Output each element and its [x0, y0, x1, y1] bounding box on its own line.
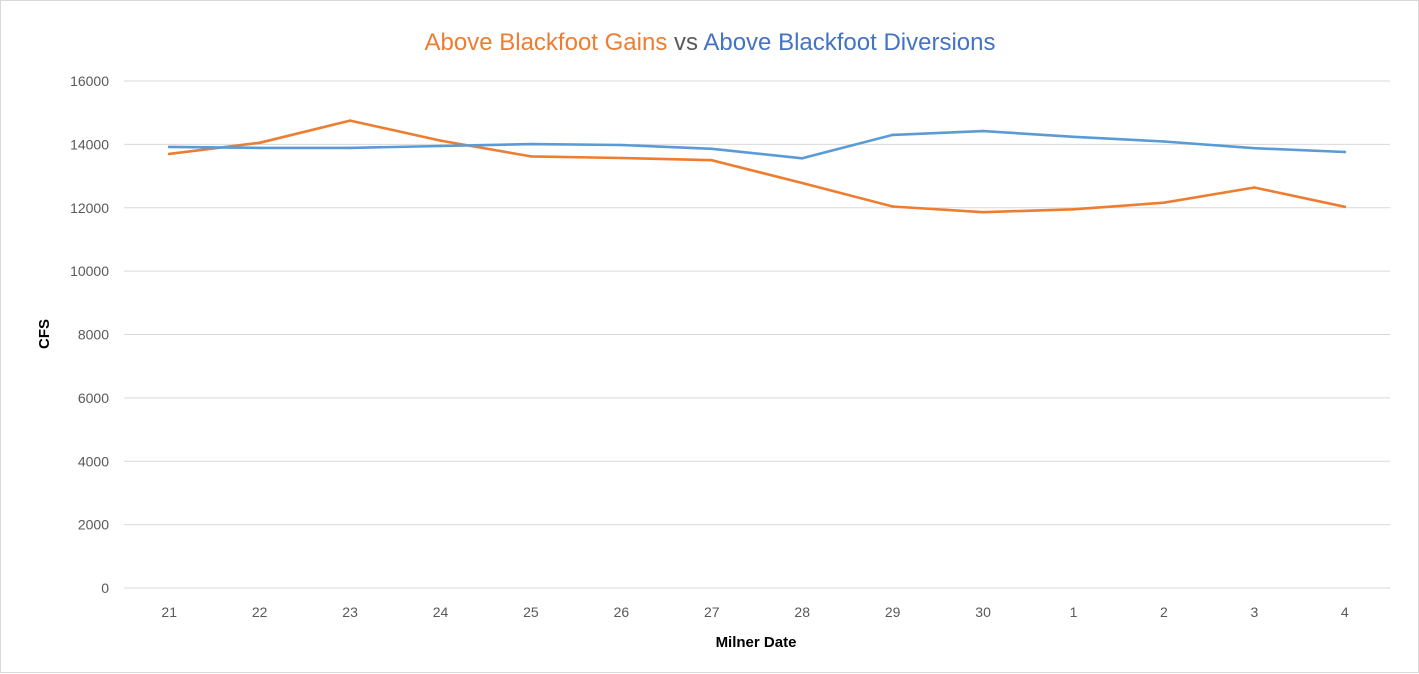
x-tick-label: 24: [433, 604, 449, 620]
y-tick-label: 12000: [70, 200, 109, 216]
data-point: [1162, 201, 1166, 204]
data-point: [710, 147, 714, 151]
x-tick-label: 29: [885, 604, 901, 620]
data-point: [529, 155, 533, 158]
x-axis-title: Milner Date: [716, 634, 797, 651]
data-point: [981, 210, 985, 214]
x-tick-label: 3: [1250, 604, 1258, 620]
y-tick-label: 10000: [70, 263, 109, 279]
x-tick-label: 27: [704, 604, 720, 620]
data-point: [891, 133, 894, 137]
data-point: [1343, 205, 1347, 209]
x-tick-label: 4: [1341, 604, 1349, 620]
title-part-gains: Above Blackfoot Gains: [425, 29, 668, 56]
y-tick-label: 8000: [78, 327, 109, 343]
data-point: [891, 205, 894, 208]
data-point: [620, 143, 623, 147]
x-tick-label: 2: [1160, 604, 1168, 620]
x-tick-label: 21: [161, 604, 177, 620]
data-point: [348, 119, 352, 122]
x-tick-label: 26: [614, 604, 630, 620]
data-point: [710, 158, 714, 162]
x-tick-label: 22: [252, 604, 268, 620]
y-tick-label: 2000: [78, 517, 109, 533]
data-point: [348, 146, 352, 150]
data-point: [1162, 140, 1166, 143]
y-axis-ticks: 0 2000 4000 6000 8000 10000 12000 14000 16000: [70, 73, 109, 596]
x-tick-label: 28: [794, 604, 810, 620]
data-point: [1072, 135, 1075, 139]
y-tick-label: 14000: [70, 136, 109, 152]
series-line-1: [167, 129, 1347, 160]
data-point: [1343, 150, 1347, 154]
data-point: [620, 156, 623, 160]
chart-title: Above Blackfoot Gains vs Above Blackfoot…: [425, 29, 996, 56]
data-point: [1072, 208, 1075, 211]
data-point: [800, 181, 804, 185]
data-point: [529, 142, 533, 146]
data-point: [258, 141, 261, 145]
gridlines: [124, 80, 1390, 589]
title-part-vs: vs: [667, 29, 703, 56]
y-axis-title: CFS: [36, 319, 53, 349]
data-point: [1253, 186, 1256, 189]
data-point: [439, 139, 442, 142]
x-tick-label: 25: [523, 604, 539, 620]
data-point: [167, 145, 171, 149]
title-part-diversions: Above Blackfoot Diversions: [703, 29, 995, 56]
series-0: [167, 119, 1347, 214]
data-point: [981, 129, 985, 133]
y-tick-label: 4000: [78, 453, 109, 469]
series-lines: [167, 119, 1347, 214]
y-tick-label: 16000: [70, 73, 109, 89]
data-point: [167, 152, 171, 156]
y-tick-label: 0: [101, 580, 109, 596]
data-point: [439, 144, 442, 148]
x-tick-label: 23: [342, 604, 358, 620]
x-tick-label: 1: [1070, 604, 1078, 620]
series-line-0: [167, 119, 1347, 214]
data-point: [258, 146, 261, 150]
data-point: [1253, 146, 1256, 150]
y-tick-label: 6000: [78, 390, 109, 406]
x-tick-label: 30: [975, 604, 991, 620]
x-axis-ticks: 21 22 23 24 25 26 27 28 29 30 1 2 3 4: [161, 604, 1348, 620]
data-point: [800, 157, 804, 160]
series-1: [167, 129, 1347, 160]
